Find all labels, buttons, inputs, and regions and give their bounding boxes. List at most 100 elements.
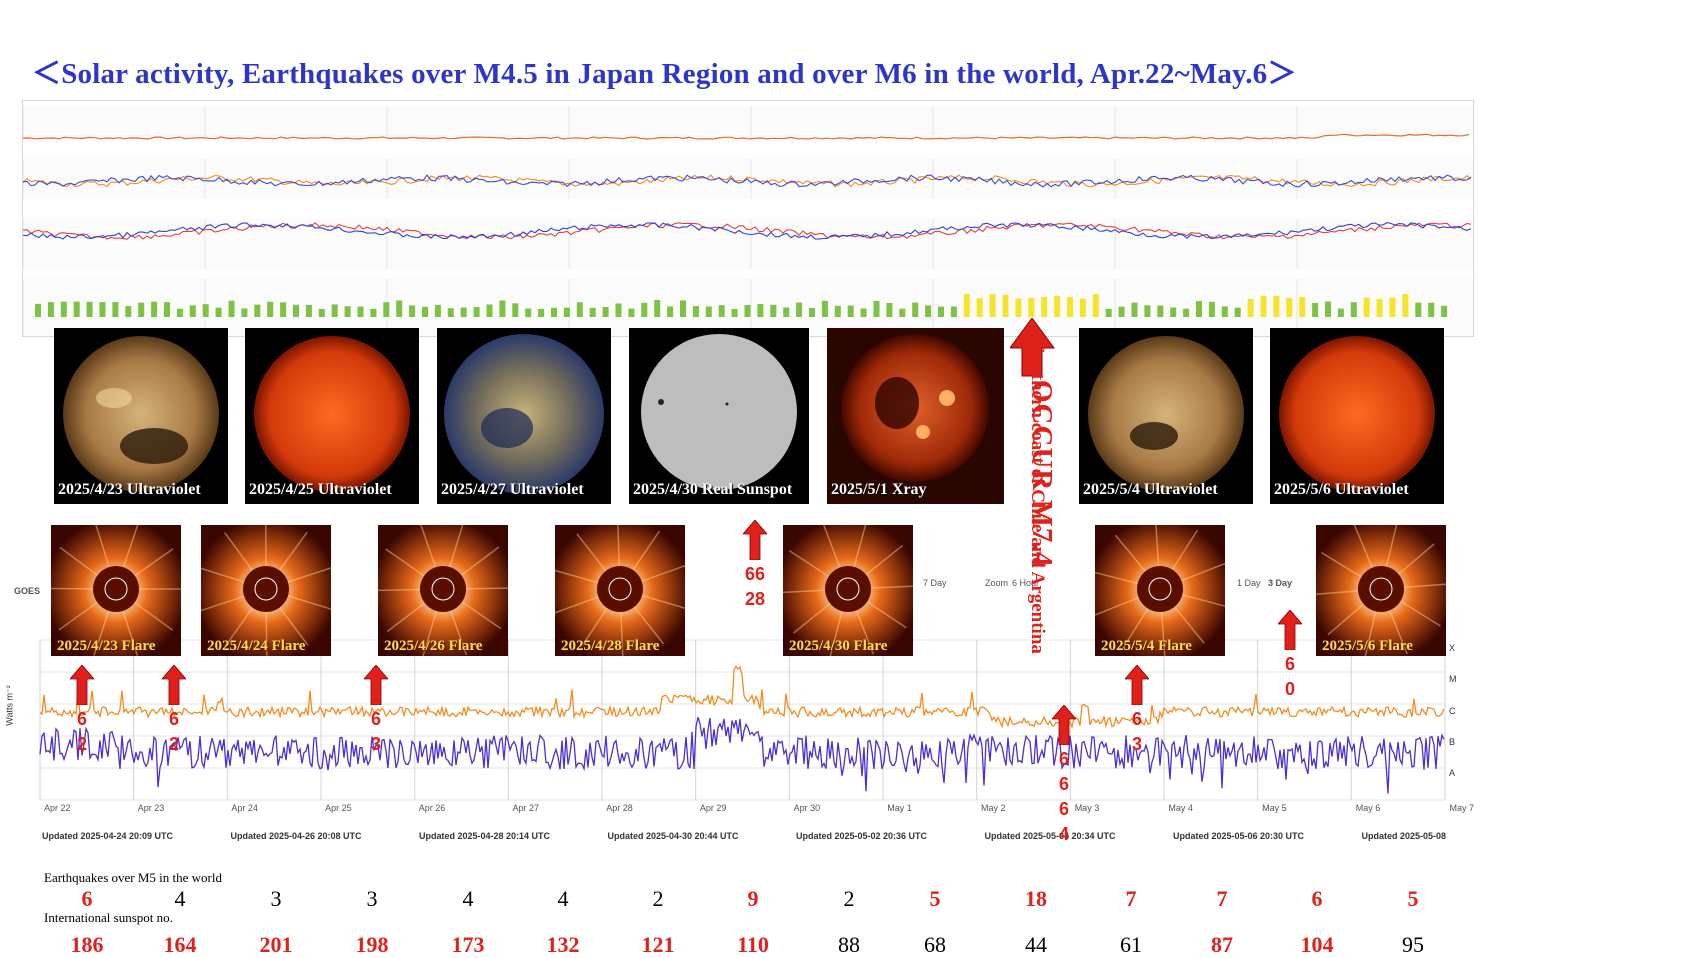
earthquake-label-line: 6 (159, 707, 189, 732)
sunspot-number: 88 (819, 932, 879, 958)
earthquake-count: 3 (246, 886, 306, 912)
kp-index-bar (1196, 301, 1202, 317)
x-tick-label: May 2 (981, 803, 1006, 813)
sun-image-uv-0506: 2025/5/6 Ultraviolet (1270, 328, 1444, 504)
kp-index-bar (796, 303, 802, 317)
kp-index-bar (1157, 306, 1163, 317)
goes-band (23, 106, 1473, 139)
sunspot-number: 68 (905, 932, 965, 958)
kp-index-bar (1106, 309, 1112, 317)
sun-disk (1079, 328, 1253, 504)
zoom-1-day[interactable]: 1 Day (1237, 578, 1261, 588)
kp-index-bar (1235, 308, 1241, 317)
sun-image-uv-0425: 2025/4/25 Ultraviolet (245, 328, 419, 504)
kp-index-bar (112, 302, 118, 317)
goes-space-weather-panel (22, 100, 1474, 337)
kp-index-bar (100, 302, 106, 317)
kp-index-bar (899, 309, 905, 317)
kp-index-bar (370, 309, 376, 317)
kp-index-bar (332, 304, 338, 317)
kp-index-bar (448, 308, 454, 317)
corona-caption: 2025/4/23 Flare (57, 638, 155, 655)
earthquake-label-line: 2 (67, 732, 97, 757)
earthquake-arrow-icon (70, 665, 94, 705)
sunspot-number: 201 (246, 932, 306, 958)
earthquake-count: 5 (1383, 886, 1443, 912)
kp-index-bar (757, 304, 763, 317)
page-title: ＜Solar activity, Earthquakes over M4.5 i… (32, 50, 1297, 92)
kp-index-bar (551, 308, 557, 317)
kp-index-bar (835, 306, 841, 317)
x-tick-label: May 4 (1168, 803, 1193, 813)
goes-label: GOES (14, 586, 40, 596)
kp-index-bar (1312, 303, 1318, 317)
zoom-label: Zoom (985, 578, 1008, 588)
kp-index-bar (861, 308, 867, 317)
kp-index-bar (1183, 309, 1189, 317)
updated-label: Updated 2025-05-06 20:30 UTC (1173, 831, 1304, 841)
kp-index-bar (1080, 299, 1086, 317)
kp-index-bar (280, 302, 286, 317)
kp-index-bar (770, 305, 776, 317)
kp-index-bar (1132, 303, 1138, 317)
kp-index-bar (512, 303, 518, 317)
arrow-shape (364, 665, 388, 705)
x-tick-label: May 5 (1262, 803, 1287, 813)
sun-caption: 2025/4/25 Ultraviolet (249, 481, 392, 499)
corona-caption: 2025/5/4 Flare (1101, 638, 1192, 655)
kp-index-bar (719, 305, 725, 317)
sun-image-uv-0423: 2025/4/23 Ultraviolet (54, 328, 228, 504)
corona-caption: 2025/5/6 Flare (1322, 638, 1413, 655)
kp-index-bar (254, 305, 260, 317)
occulting-disk (1137, 566, 1183, 612)
corona-caption: 2025/4/24 Flare (207, 638, 305, 655)
earthquake-label-line: 3 (1122, 732, 1152, 757)
earthquake-arrow-icon (1278, 610, 1302, 650)
zoom-7-day[interactable]: 7 Day (923, 578, 947, 588)
sunspot-number: 173 (438, 932, 498, 958)
flare-class-a: A (1449, 768, 1455, 778)
plot-area (40, 640, 1445, 800)
updated-label: Updated 2025-04-24 20:09 UTC (42, 831, 173, 841)
kp-index-bar (61, 302, 67, 317)
corona-image: 2025/4/23 Flare (51, 525, 181, 656)
kp-index-bar (1390, 298, 1396, 317)
corona-caption: 2025/4/26 Flare (384, 638, 482, 655)
kp-index-bar (590, 308, 596, 317)
earthquake-count: 4 (150, 886, 210, 912)
kp-index-bar (151, 302, 157, 317)
kp-index-bar (203, 304, 209, 317)
kp-index-bar (1402, 294, 1408, 317)
earthquake-count: 9 (723, 886, 783, 912)
kp-index-bar (641, 303, 647, 317)
kp-index-bar (616, 304, 622, 317)
kp-index-bar (306, 305, 312, 317)
arrow-shape (162, 665, 186, 705)
zoom-3-day[interactable]: 3 Day (1268, 578, 1292, 588)
coronagraph (555, 525, 685, 656)
sun-disk (245, 328, 419, 504)
kp-index-bar (538, 309, 544, 317)
kp-index-bar (1351, 302, 1357, 317)
arrow-shape (743, 520, 767, 560)
kp-index-bar (1209, 302, 1215, 317)
sun-disk (827, 328, 1004, 504)
kp-index-bar (48, 302, 54, 317)
earthquake-label-line: 2 (159, 732, 189, 757)
earthquakes-label: Earthquakes over M5 in the world (44, 870, 222, 886)
kp-index-bar (874, 301, 880, 317)
updated-label: Updated 2025-04-28 20:14 UTC (419, 831, 550, 841)
flare-class-b: B (1449, 737, 1455, 747)
flare-class-x: X (1449, 643, 1455, 653)
y-axis-title: Watts m⁻² (5, 685, 16, 725)
updated-label: Updated 2025-05-08 (1362, 831, 1447, 841)
updated-label: Updated 2025-05-02 20:36 UTC (796, 831, 927, 841)
kp-index-bar (190, 305, 196, 317)
sun-disk (629, 328, 809, 504)
earthquake-count: 7 (1101, 886, 1161, 912)
corona-image: 2025/4/28 Flare (555, 525, 685, 656)
kp-index-bar (396, 300, 402, 317)
